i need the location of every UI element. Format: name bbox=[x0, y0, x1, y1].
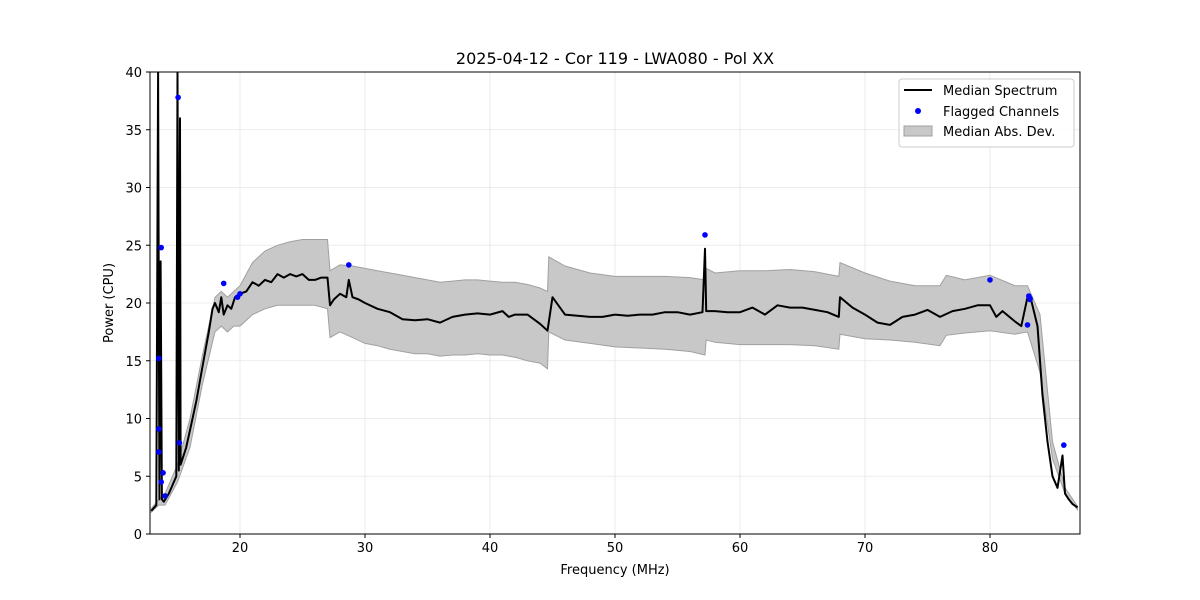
x-tick-label: 80 bbox=[982, 541, 999, 556]
flagged-channel-point bbox=[158, 244, 164, 251]
x-tick-label: 60 bbox=[732, 541, 749, 556]
flagged-channel-point bbox=[162, 493, 168, 499]
x-tick-label: 40 bbox=[482, 541, 499, 556]
flagged-channel-point bbox=[156, 355, 162, 362]
flagged-channel-point bbox=[158, 479, 164, 485]
flagged-channel-point bbox=[156, 426, 162, 432]
flagged-channel-point bbox=[175, 94, 181, 101]
x-tick-label: 30 bbox=[357, 541, 374, 556]
x-axis-label: Frequency (MHz) bbox=[560, 563, 669, 578]
flagged-channel-point bbox=[987, 277, 993, 283]
flagged-channel-point bbox=[1027, 296, 1033, 303]
legend-flagged-swatch bbox=[915, 108, 921, 114]
flagged-channel-point bbox=[160, 470, 166, 476]
y-tick-label: 5 bbox=[134, 470, 142, 485]
flagged-channel-point bbox=[1061, 442, 1067, 448]
flagged-channel-point bbox=[237, 291, 243, 297]
y-axis-label: Power (CPU) bbox=[102, 263, 117, 343]
flagged-channel-point bbox=[1024, 322, 1031, 328]
y-tick-label: 40 bbox=[125, 66, 142, 81]
legend: Median Spectrum Flagged Channels Median … bbox=[898, 78, 1075, 148]
legend-flagged-label: Flagged Channels bbox=[943, 105, 1059, 120]
legend-median-label: Median Spectrum bbox=[943, 84, 1057, 99]
mad-band-layer bbox=[150, 239, 1078, 514]
flagged-channel-point bbox=[702, 232, 708, 238]
median-spectrum-line bbox=[150, 72, 1079, 512]
x-axis-ticks: 20 30 40 50 60 70 80 bbox=[232, 534, 999, 556]
y-tick-label: 15 bbox=[125, 355, 142, 370]
x-tick-label: 70 bbox=[857, 541, 874, 556]
median-line-layer bbox=[150, 72, 1079, 512]
y-tick-label: 35 bbox=[125, 124, 142, 139]
flagged-channel-point bbox=[176, 440, 183, 446]
y-tick-label: 30 bbox=[125, 182, 142, 197]
x-tick-label: 20 bbox=[232, 541, 249, 556]
flagged-channel-point bbox=[220, 280, 227, 287]
y-tick-label: 10 bbox=[125, 413, 142, 428]
legend-mad-swatch bbox=[903, 125, 933, 137]
y-tick-label: 20 bbox=[125, 297, 142, 312]
x-tick-label: 50 bbox=[607, 541, 624, 556]
legend-mad-label: Median Abs. Dev. bbox=[943, 125, 1055, 140]
y-axis-ticks: 0 5 10 15 20 25 30 35 40 bbox=[125, 66, 150, 543]
flagged-channel-point bbox=[156, 449, 162, 455]
mad-band bbox=[150, 239, 1078, 514]
flagged-points-layer bbox=[156, 94, 1067, 499]
legend-box bbox=[898, 78, 1075, 148]
y-tick-label: 25 bbox=[125, 239, 142, 254]
flagged-channel-point bbox=[346, 262, 352, 268]
y-tick-label: 0 bbox=[134, 528, 142, 543]
chart-title: 2025-04-12 - Cor 119 - LWA080 - Pol XX bbox=[456, 49, 774, 68]
